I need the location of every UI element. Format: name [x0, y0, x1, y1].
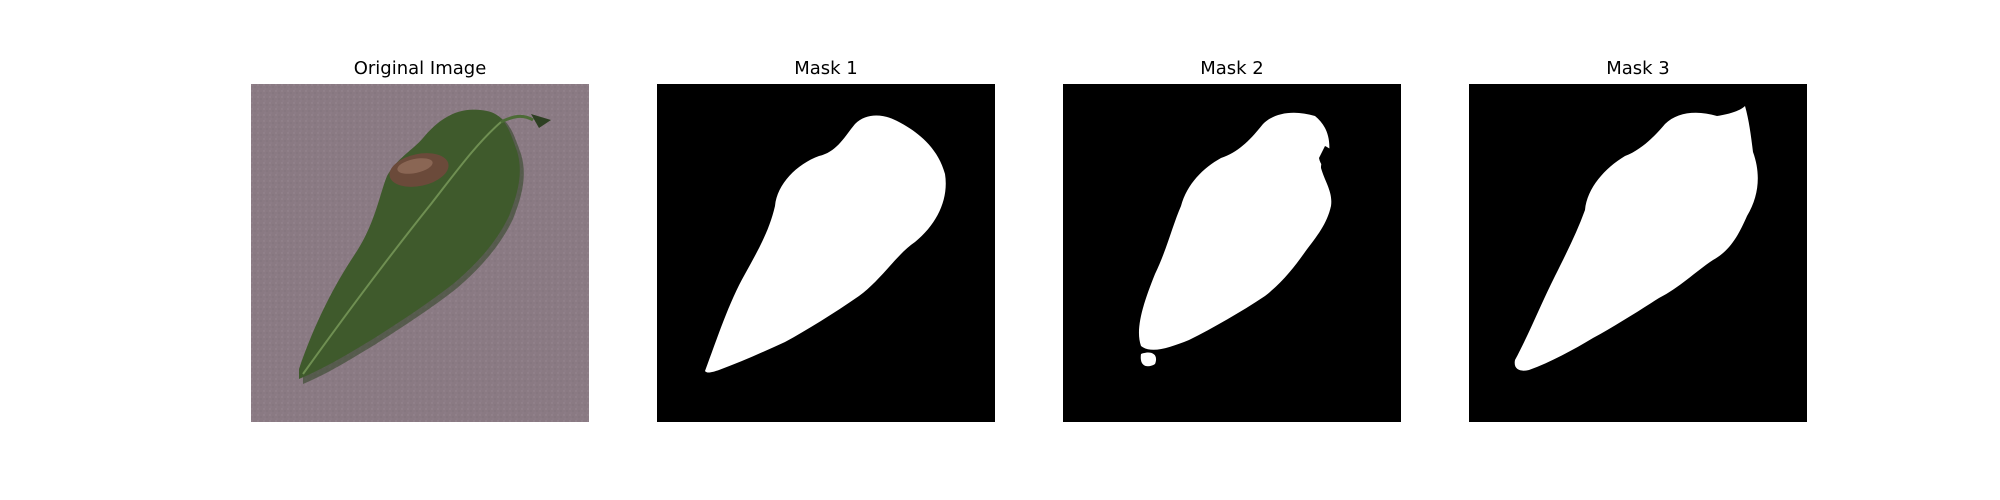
- mask-3-image: [1469, 84, 1807, 422]
- leaf-stem: [500, 114, 534, 124]
- mask-hole: [1319, 146, 1338, 170]
- mask-1-image: [657, 84, 995, 422]
- panel-title: Mask 2: [1200, 58, 1264, 79]
- mask-3-panel: Mask 3: [1469, 55, 1807, 422]
- mask-1-panel: Mask 1: [657, 55, 995, 422]
- mask-region: [705, 115, 946, 373]
- original-image: [251, 84, 589, 422]
- mask-2-image: [1063, 84, 1401, 422]
- original-image-panel: Original Image: [251, 55, 589, 422]
- mask-2-panel: Mask 2: [1063, 55, 1401, 422]
- mask-fragment: [1140, 352, 1157, 367]
- panel-title: Mask 1: [794, 58, 858, 79]
- leaf-tip: [531, 114, 551, 128]
- leaf: [299, 109, 520, 380]
- insect-highlight: [397, 158, 433, 174]
- panel-title: Original Image: [353, 58, 487, 79]
- mask-region: [1514, 106, 1758, 371]
- panel-title: Mask 3: [1606, 58, 1670, 79]
- leaf-vein: [302, 121, 502, 375]
- mask-region: [1138, 112, 1332, 350]
